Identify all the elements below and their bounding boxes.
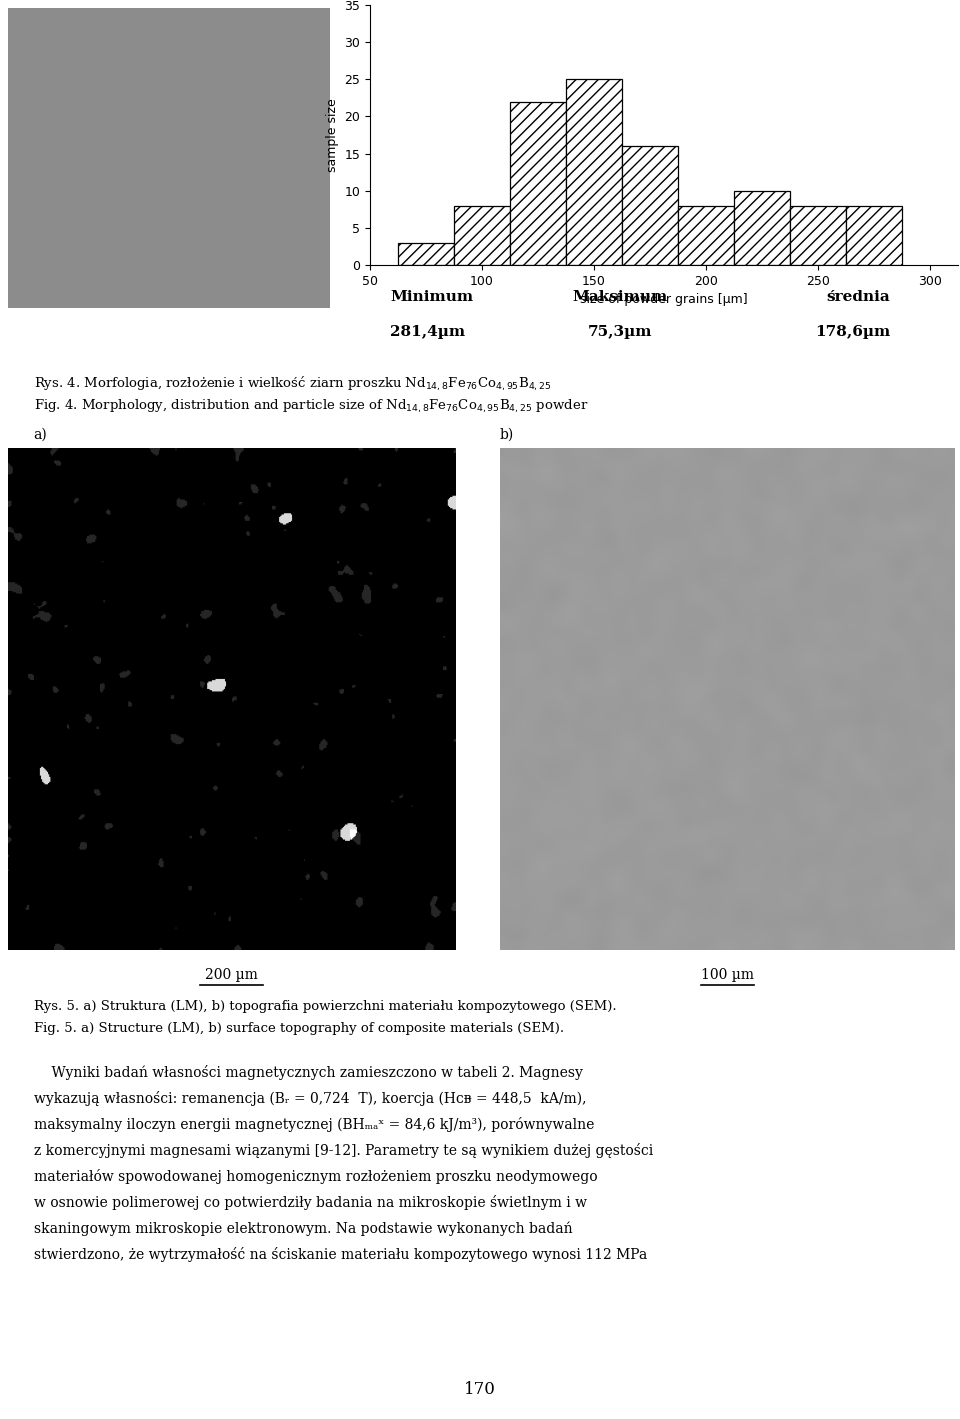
- Text: 200 µm: 200 µm: [205, 968, 258, 982]
- Text: 170: 170: [464, 1382, 496, 1399]
- X-axis label: size of powder grains [µm]: size of powder grains [µm]: [580, 294, 748, 307]
- Text: 100 µm: 100 µm: [701, 968, 754, 982]
- Text: b): b): [500, 429, 515, 441]
- Bar: [566, 79, 622, 265]
- Bar: [678, 206, 734, 265]
- Bar: [790, 206, 846, 265]
- Text: w osnowie polimerowej co potwierdziły badania na mikroskopie świetlnym i w: w osnowie polimerowej co potwierdziły ba…: [34, 1195, 587, 1210]
- Text: Wyniki badań własności magnetycznych zamieszczono w tabeli 2. Magnesy: Wyniki badań własności magnetycznych zam…: [34, 1066, 583, 1080]
- Text: Rys. 5. a) Struktura (LM), b) topografia powierzchni materiału kompozytowego (SE: Rys. 5. a) Struktura (LM), b) topografia…: [34, 1000, 616, 1013]
- Text: maksymalny iloczyn energii magnetycznej (BHₘₐˣ = 84,6 kJ/m³), porównywalne: maksymalny iloczyn energii magnetycznej …: [34, 1117, 594, 1132]
- Text: Rys. 4. Morfologia, rozłożenie i wielkość ziarn proszku Nd$_{14,8}$Fe$_{76}$Co$_: Rys. 4. Morfologia, rozłożenie i wielkoś…: [34, 375, 551, 393]
- Text: 75,3µm: 75,3µm: [588, 325, 652, 339]
- Text: średnia: średnia: [827, 289, 890, 304]
- Text: Minimum: Minimum: [390, 289, 473, 304]
- Text: skaningowym mikroskopie elektronowym. Na podstawie wykonanych badań: skaningowym mikroskopie elektronowym. Na…: [34, 1220, 572, 1236]
- Text: Fig. 5. a) Structure (LM), b) surface topography of composite materials (SEM).: Fig. 5. a) Structure (LM), b) surface to…: [34, 1022, 564, 1034]
- Text: 178,6µm: 178,6µm: [815, 325, 890, 339]
- Text: Fig. 4. Morphology, distribution and particle size of Nd$_{14,8}$Fe$_{76}$Co$_{4: Fig. 4. Morphology, distribution and par…: [34, 397, 588, 416]
- Text: a): a): [34, 429, 47, 441]
- Text: stwierdzono, że wytrzymałość na ściskanie materiału kompozytowego wynosi 112 MPa: stwierdzono, że wytrzymałość na ściskani…: [34, 1247, 647, 1261]
- Bar: [454, 206, 510, 265]
- Bar: [622, 146, 678, 265]
- Text: wykazują własności: remanencja (Bᵣ = 0,724  T), koercja (Hᴄᴃ = 448,5  kA/m),: wykazują własności: remanencja (Bᵣ = 0,7…: [34, 1091, 587, 1105]
- Bar: [734, 190, 790, 265]
- Text: z komercyjnymi magnesami wiązanymi [9-12]. Parametry te są wynikiem dużej gęstoś: z komercyjnymi magnesami wiązanymi [9-12…: [34, 1142, 653, 1158]
- Text: materiałów spowodowanej homogenicznym rozłożeniem proszku neodymowego: materiałów spowodowanej homogenicznym ro…: [34, 1169, 597, 1183]
- Bar: [398, 243, 454, 265]
- Bar: [510, 102, 566, 265]
- Text: Maksimum: Maksimum: [572, 289, 667, 304]
- Y-axis label: sample size: sample size: [325, 98, 339, 172]
- Bar: [846, 206, 902, 265]
- Text: 281,4µm: 281,4µm: [390, 325, 466, 339]
